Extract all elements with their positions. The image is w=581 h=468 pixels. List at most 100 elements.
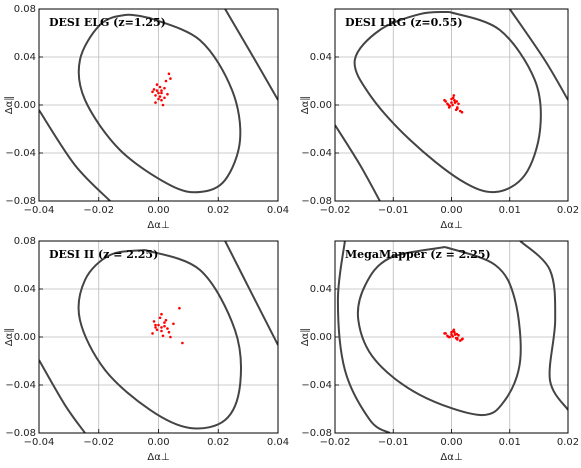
x-tick-label: −0.04: [24, 437, 55, 448]
point: [455, 332, 459, 336]
y-tick-label: −0.08: [301, 428, 332, 439]
plot-area: [39, 241, 278, 433]
point: [160, 329, 163, 333]
contour: [39, 109, 111, 201]
axes-frame: [334, 240, 569, 434]
x-tick-label: 0.00: [147, 437, 169, 448]
point: [450, 330, 453, 334]
x-axis-label: Δα⊥: [440, 452, 462, 463]
x-tick-label: 0.00: [147, 205, 169, 216]
y-tick-label: −0.08: [301, 196, 332, 207]
point: [154, 323, 157, 327]
y-tick-label: 0.00: [310, 332, 332, 343]
panel-title: DESI ELG (z=1.25): [49, 16, 166, 29]
point: [151, 332, 154, 335]
point: [460, 110, 464, 114]
y-tick-label: 0.04: [14, 52, 36, 63]
y-tick-label: −0.08: [5, 196, 36, 207]
point: [161, 103, 165, 107]
contour: [77, 13, 242, 194]
contour: [39, 359, 86, 433]
point: [446, 334, 449, 338]
point: [452, 328, 456, 332]
point: [164, 79, 168, 83]
y-tick-label: 0.04: [310, 284, 332, 295]
y-tick-label: 0.00: [310, 100, 332, 111]
plot-area: [39, 9, 278, 201]
x-tick-label: −0.01: [378, 205, 409, 216]
x-tick-label: 0.01: [499, 437, 521, 448]
point: [160, 98, 163, 102]
contour: [356, 246, 522, 417]
point: [154, 94, 157, 97]
y-axis-label: Δα∥: [4, 328, 15, 346]
point: [178, 306, 181, 310]
point: [160, 91, 163, 95]
point: [154, 326, 157, 329]
point: [167, 72, 171, 76]
y-tick-label: −0.08: [5, 428, 36, 439]
point: [451, 103, 454, 107]
y-tick-label: −0.04: [301, 148, 332, 159]
point: [456, 336, 459, 340]
point: [152, 88, 156, 91]
x-axis-label: Δα⊥: [147, 220, 169, 231]
y-tick-label: 0.08: [14, 4, 36, 15]
x-tick-label: 0.04: [267, 205, 289, 216]
point: [163, 96, 166, 100]
point: [443, 332, 446, 335]
contour: [77, 249, 242, 430]
point: [160, 89, 163, 92]
point: [450, 101, 453, 104]
y-tick-label: −0.04: [301, 380, 332, 391]
point: [164, 318, 168, 322]
point: [157, 97, 160, 101]
point: [166, 327, 169, 330]
x-tick-label: −0.02: [320, 205, 351, 216]
point: [172, 322, 175, 326]
x-tick-label: −0.04: [24, 205, 55, 216]
plot-area: [336, 241, 568, 433]
point: [452, 94, 456, 97]
point: [161, 334, 165, 338]
y-tick-label: 0.00: [14, 332, 36, 343]
point: [163, 321, 166, 324]
point: [158, 316, 162, 320]
y-tick-label: 0.04: [14, 284, 36, 295]
y-axis-label: Δα∥: [4, 96, 15, 114]
y-axis-label: Δα∥: [300, 96, 311, 114]
x-tick-label: 0.00: [440, 437, 462, 448]
y-tick-label: 0.08: [14, 236, 36, 247]
y-axis-label: Δα∥: [300, 328, 311, 346]
y-tick-label: −0.04: [5, 148, 36, 159]
x-tick-label: 0.01: [499, 205, 521, 216]
x-tick-label: 0.02: [207, 205, 229, 216]
x-tick-label: −0.02: [83, 437, 114, 448]
point: [169, 77, 172, 80]
panel-title: DESI II (z = 2.25): [49, 248, 158, 261]
point: [154, 101, 157, 104]
x-axis-label: Δα⊥: [440, 220, 462, 231]
y-tick-label: −0.04: [5, 380, 36, 391]
point: [443, 98, 446, 102]
point: [157, 91, 160, 95]
x-tick-label: −0.01: [378, 437, 409, 448]
x-axis-label: Δα⊥: [147, 452, 169, 463]
plot-area: [335, 9, 568, 201]
point: [167, 330, 171, 334]
point: [455, 100, 459, 103]
point: [152, 320, 156, 323]
point: [453, 98, 456, 102]
point: [158, 95, 162, 98]
contour: [224, 9, 278, 101]
panel-title: DESI LRG (z=0.55): [345, 16, 463, 29]
point: [451, 335, 454, 338]
point: [450, 97, 453, 101]
point: [457, 102, 460, 106]
y-tick-label: 0.00: [14, 100, 36, 111]
point: [447, 106, 451, 109]
point: [155, 328, 159, 332]
x-tick-label: 0.02: [557, 205, 579, 216]
point: [155, 89, 159, 92]
point: [155, 83, 159, 86]
